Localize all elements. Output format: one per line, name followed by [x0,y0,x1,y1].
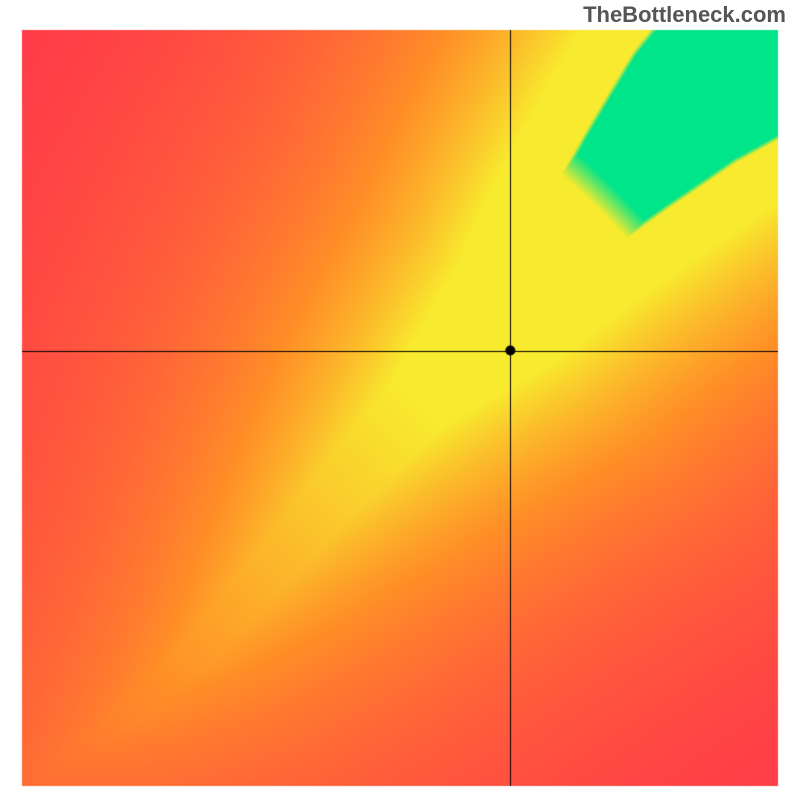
watermark-label: TheBottleneck.com [583,2,786,28]
bottleneck-heatmap [0,0,800,800]
